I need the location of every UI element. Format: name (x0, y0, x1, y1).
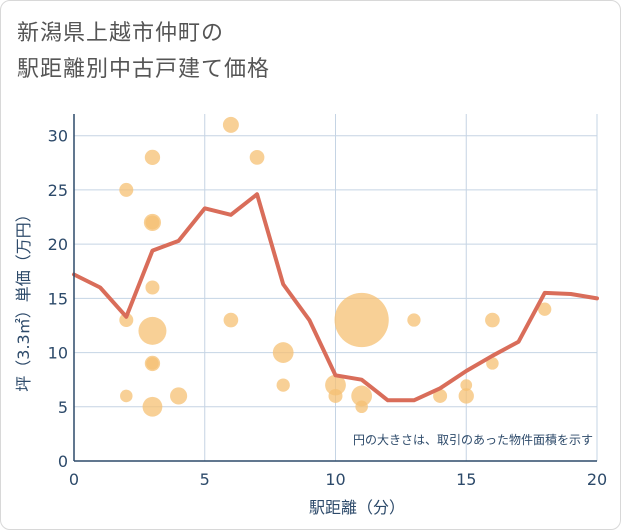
chart-title-line-2: 駅距離別中古戸建て価格 (17, 57, 271, 82)
average-line-layer (72, 192, 599, 403)
bubble-point (223, 312, 239, 328)
bubble-point (325, 374, 346, 396)
average-price-line (72, 192, 599, 403)
bubble-point (145, 215, 160, 230)
x-tick-label: 20 (587, 470, 607, 489)
bubble-point (146, 357, 159, 370)
y-tick-label: 0 (58, 452, 68, 471)
y-tick-label: 10 (48, 344, 68, 363)
y-axis-title: 坪（3.3㎡）単価（万円） (14, 206, 33, 391)
bubble-point (486, 357, 499, 370)
axes: 0 5 10 15 20 0 5 10 15 20 25 30 (48, 114, 607, 489)
bubble-point (485, 312, 500, 328)
bubble-point (145, 280, 160, 295)
bubble-point (334, 292, 389, 348)
bubble-point (355, 400, 368, 414)
y-tick-label: 15 (48, 289, 68, 308)
bubble-point (249, 150, 265, 165)
x-tick-label: 15 (456, 470, 476, 489)
bubble-point (351, 385, 373, 407)
y-tick-label: 30 (48, 127, 68, 146)
chart-title-line-1: 新潟県上越市仲町の (17, 21, 225, 46)
y-tick-label: 5 (58, 398, 68, 417)
bubble-point (170, 387, 188, 405)
y-tick-label: 20 (48, 235, 68, 254)
bubble-point (458, 388, 474, 404)
x-tick-label: 5 (200, 470, 210, 489)
bubble-point (142, 396, 163, 417)
bubble-point (144, 149, 161, 166)
bubble-point (276, 378, 290, 392)
x-tick-label: 10 (325, 470, 345, 489)
bubble-point (138, 316, 167, 345)
bubble-point (407, 313, 421, 327)
bubble-point (460, 379, 473, 391)
bubble-point (538, 302, 552, 316)
bubble-point (119, 182, 134, 197)
bubble-point (119, 313, 134, 328)
y-tick-label: 25 (48, 181, 68, 200)
bubble-point (120, 389, 133, 403)
size-note: 円の大きさは、取引のあった物件面積を示す (353, 432, 593, 447)
bubble-point (328, 388, 343, 403)
x-tick-label: 0 (69, 470, 79, 489)
bubble-point (222, 116, 239, 133)
bubbles (119, 116, 552, 417)
bubble-point (272, 342, 294, 363)
x-axis-title: 駅距離（分） (309, 498, 405, 517)
bubble-point (433, 388, 448, 403)
